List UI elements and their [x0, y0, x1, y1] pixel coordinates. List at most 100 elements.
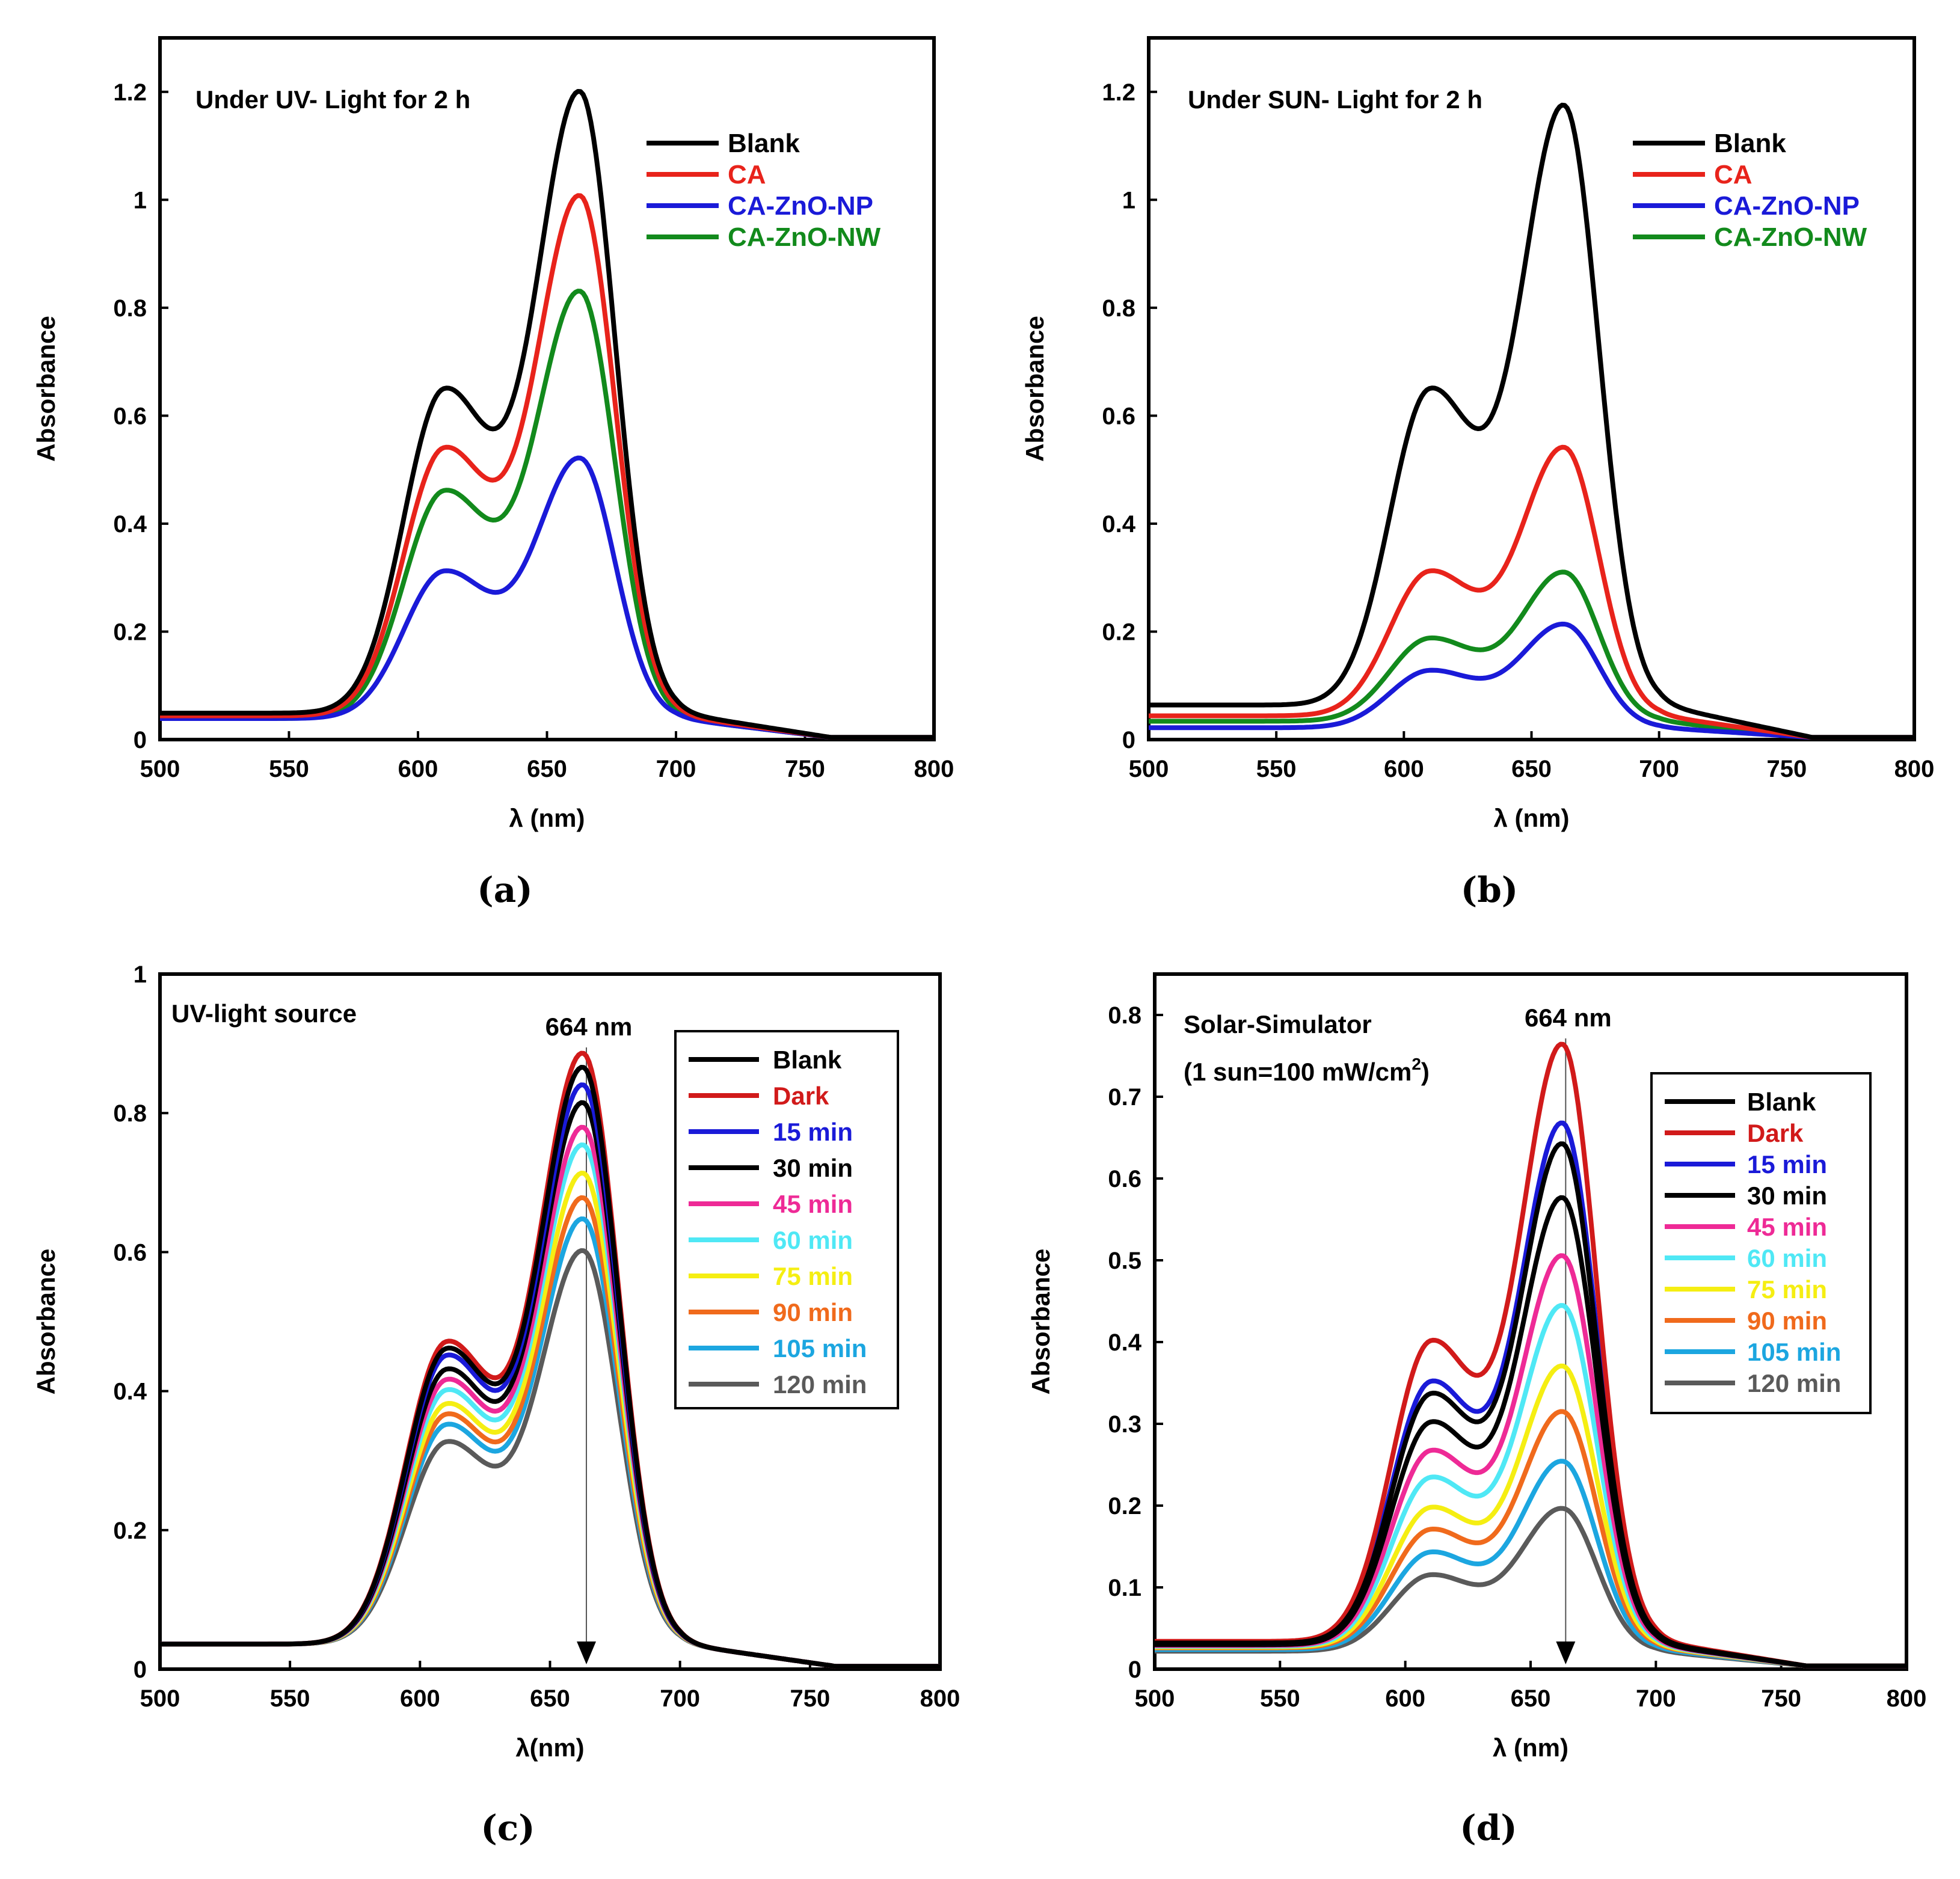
y-tick-label: 0.2 [113, 619, 147, 645]
legend-label: CA-ZnO-NW [1714, 222, 1867, 252]
legend-label: Blank [728, 129, 800, 158]
legend-label: 75 min [1747, 1275, 1827, 1304]
series-line-ca-zno-nw [1149, 569, 1914, 740]
x-axis-label: λ (nm) [1493, 1733, 1568, 1762]
y-tick-label: 0.7 [1108, 1084, 1141, 1111]
series-line-blank [1155, 1141, 1906, 1669]
panel-label: (d) [1460, 1807, 1517, 1848]
subtitle-close: ) [1421, 1058, 1430, 1086]
panel-title: Under SUN- Light for 2 h [1188, 85, 1482, 114]
y-tick-label: 1.2 [113, 79, 147, 106]
legend-label: 75 min [773, 1262, 853, 1290]
legend-label: 120 min [773, 1370, 867, 1399]
y-tick-label: 1.2 [1102, 79, 1135, 106]
series-line-ca [160, 193, 934, 740]
x-tick-label: 750 [785, 756, 825, 782]
marker-arrow-icon [1556, 1641, 1576, 1664]
y-tick-label: 1 [134, 187, 147, 213]
legend-label: Blank [1714, 129, 1786, 158]
y-tick-label: 0 [1122, 727, 1135, 753]
legend-label: CA [728, 160, 766, 189]
y-tick-label: 0.2 [1102, 619, 1135, 645]
y-tick-label: 0.1 [1108, 1575, 1141, 1601]
y-tick-label: 0.3 [1108, 1411, 1141, 1438]
legend-label: 45 min [773, 1190, 853, 1218]
y-axis-label: Absorbance [1027, 1249, 1055, 1395]
x-tick-label: 500 [140, 756, 180, 782]
x-tick-label: 500 [140, 1685, 180, 1712]
y-tick-label: 0 [134, 1657, 147, 1683]
x-axis-label: λ (nm) [1494, 804, 1570, 832]
x-tick-label: 550 [1256, 756, 1297, 782]
subtitle-superscript: 2 [1412, 1055, 1421, 1073]
legend-label: 60 min [773, 1226, 853, 1254]
panel-subtitle: (1 sun=100 mW/cm2) [1184, 1055, 1430, 1086]
y-axis-label: Absorbance [32, 316, 60, 462]
legend-label: Dark [773, 1082, 829, 1110]
legend-label: 15 min [773, 1118, 853, 1146]
x-tick-label: 650 [530, 1685, 570, 1712]
legend-label: Blank [1747, 1088, 1816, 1116]
chart-panel-b: 0 0.2 0.4 0.6 0.8 1 1.2 500 550 600 650 700 750 800 λ … [1021, 36, 1934, 910]
legend: Blank Dark 15 min 30 min 45 min 60 min 75 min 9… [1650, 1072, 1872, 1414]
legend-label: 90 min [1747, 1307, 1827, 1335]
panel-label: (c) [481, 1807, 535, 1848]
x-tick-label: 750 [790, 1685, 830, 1712]
y-tick-label: 0.6 [113, 1239, 147, 1266]
panel-title: Under UV- Light for 2 h [195, 85, 470, 114]
x-axis-label: λ (nm) [509, 804, 585, 832]
x-tick-label: 800 [1887, 1685, 1927, 1712]
subtitle-main: (1 sun=100 mW/cm [1184, 1058, 1412, 1086]
plot-frame [158, 36, 936, 741]
y-tick-label: 0.4 [113, 511, 147, 538]
legend-label: 105 min [773, 1334, 867, 1363]
x-tick-label: 700 [660, 1685, 700, 1712]
y-tick-label: 0.6 [1108, 1166, 1141, 1192]
series-line-blank [1149, 102, 1914, 740]
legend-label: CA-ZnO-NP [1714, 191, 1860, 221]
y-tick-label: 1 [1122, 187, 1135, 213]
y-tick-label: 0.8 [113, 295, 147, 322]
y-tick-label: 0.2 [1108, 1493, 1141, 1519]
y-tick-label: 0.4 [1102, 511, 1135, 538]
x-tick-label: 650 [1511, 1685, 1551, 1712]
y-tick-label: 0.2 [113, 1518, 147, 1544]
y-tick-label: 0 [134, 727, 147, 753]
legend-label: 90 min [773, 1298, 853, 1326]
legend-label: CA-ZnO-NW [728, 222, 881, 252]
x-tick-label: 700 [1639, 756, 1679, 782]
legend-label: 30 min [1747, 1182, 1827, 1210]
panel-label: (b) [1461, 869, 1518, 910]
legend-label: 30 min [773, 1154, 853, 1182]
y-axis-label: Absorbance [1021, 316, 1049, 462]
legend-label: 15 min [1747, 1150, 1827, 1179]
y-tick-label: 0.6 [113, 403, 147, 429]
peak-annotation: 664 nm [1525, 1004, 1612, 1032]
x-tick-label: 550 [270, 1685, 310, 1712]
legend-label: CA [1714, 160, 1753, 189]
series-line-blank [160, 1065, 940, 1669]
panel-title: Solar-Simulator [1184, 1010, 1372, 1038]
y-tick-label: 0.6 [1102, 403, 1135, 429]
legend-label: Blank [773, 1046, 842, 1074]
x-tick-label: 650 [1511, 756, 1552, 782]
x-tick-label: 700 [656, 756, 696, 782]
x-tick-label: 500 [1129, 756, 1169, 782]
legend-label: 105 min [1747, 1338, 1841, 1366]
peak-annotation: 664 nm [545, 1013, 633, 1041]
x-tick-label: 800 [920, 1685, 960, 1712]
chart-panel-c: 0 0.2 0.4 0.6 0.8 1 500 550 600 650 700 750 800 λ(nm)… [32, 961, 960, 1848]
legend-label: 45 min [1747, 1213, 1827, 1241]
y-tick-label: 0.8 [1102, 295, 1135, 322]
y-tick-label: 0.5 [1108, 1248, 1141, 1274]
legend-label: 60 min [1747, 1244, 1827, 1272]
x-tick-label: 600 [400, 1685, 440, 1712]
x-tick-label: 550 [1260, 1685, 1300, 1712]
legend-label: Dark [1747, 1119, 1804, 1147]
legend-box [1650, 1072, 1872, 1414]
y-tick-label: 0.8 [113, 1100, 147, 1127]
series-line-ca [1149, 444, 1914, 740]
